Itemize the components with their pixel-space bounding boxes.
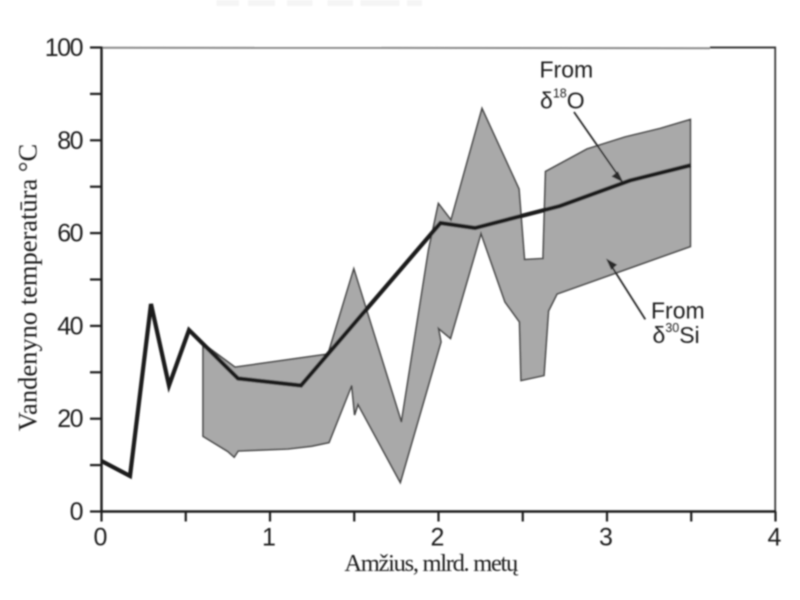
svg-text:From: From (651, 298, 705, 324)
svg-text:From: From (540, 57, 594, 83)
svg-text:80: 80 (57, 127, 82, 155)
svg-text:3: 3 (599, 524, 613, 552)
svg-text:Vandenyno temperatūra °C: Vandenyno temperatūra °C (13, 144, 43, 431)
svg-text:0: 0 (70, 498, 83, 526)
svg-text:4: 4 (768, 524, 782, 552)
svg-text:100: 100 (45, 34, 83, 62)
svg-text:0: 0 (94, 524, 108, 552)
svg-text:2: 2 (431, 524, 445, 552)
svg-text:60: 60 (57, 220, 82, 248)
svg-text:40: 40 (57, 312, 82, 340)
svg-text:1: 1 (262, 524, 276, 552)
svg-text:Amžius, mlrd. metų: Amžius, mlrd. metų (344, 550, 519, 577)
svg-text:20: 20 (57, 405, 82, 433)
